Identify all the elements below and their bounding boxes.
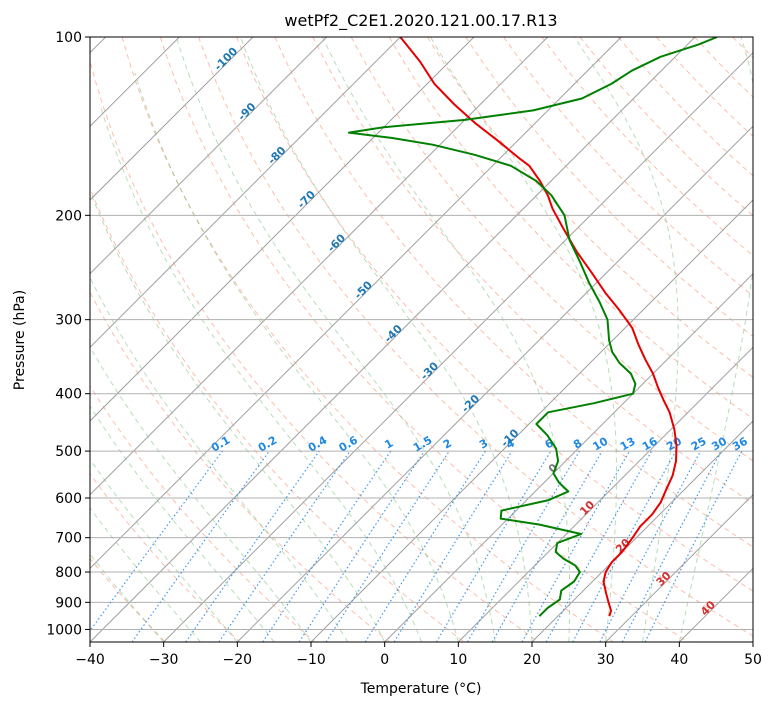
- y-tick-label: 500: [55, 444, 82, 460]
- isotherm-line: [384, 272, 753, 642]
- x-tick-label: −10: [296, 652, 326, 668]
- y-tick-label: 400: [55, 387, 82, 403]
- y-tick-label: 800: [55, 565, 82, 581]
- dry-adiabat-line: [121, 37, 614, 642]
- mixing-ratio-line: [572, 450, 677, 642]
- isotherm-line: [163, 51, 753, 642]
- y-tick-label: 600: [55, 491, 82, 507]
- moist-adiabat-line: [90, 458, 238, 642]
- mixing-ratio-line: [131, 450, 270, 642]
- dry-adiabat-line: [312, 37, 753, 505]
- isotherm-line: [90, 37, 254, 201]
- x-tick-label: 20: [523, 652, 541, 668]
- mixing-ratio-line: [521, 450, 631, 642]
- mixing-ratio-line: [90, 450, 223, 632]
- isotherm-line: [457, 346, 753, 642]
- dry-adiabat-line: [90, 59, 540, 642]
- isotherm-line: [236, 125, 753, 642]
- dry-adiabat-line: [274, 37, 753, 548]
- mixing-ratio-line: [185, 450, 320, 642]
- isotherm-line: [90, 37, 401, 349]
- y-tick-label: 300: [55, 313, 82, 329]
- x-tick-label: −40: [75, 652, 105, 668]
- mixing-ratio-line: [262, 450, 392, 642]
- x-axis-ticks: −40 −30 −20 −10 0 10 20 30 40 50: [75, 642, 762, 668]
- dry-adiabat-line: [236, 37, 753, 592]
- mixing-ratio-line: [393, 450, 513, 642]
- x-tick-label: 40: [670, 652, 688, 668]
- isotherm-line: [90, 37, 549, 496]
- plot-background: [90, 37, 753, 642]
- y-tick-label: 200: [55, 208, 82, 224]
- dewpoint-line: [347, 37, 718, 617]
- moist-adiabat-line: [90, 553, 165, 642]
- x-tick-label: 10: [449, 652, 467, 668]
- x-tick-label: 0: [380, 652, 389, 668]
- y-tick-label: 100: [55, 30, 82, 46]
- x-axis-title: Temperature (°C): [360, 681, 482, 697]
- mixing-ratio-line: [644, 450, 743, 642]
- mixing-ratio-line: [298, 450, 425, 642]
- x-tick-label: 30: [597, 652, 615, 668]
- moist-adiabat-line: [430, 37, 617, 642]
- dry-adiabat-line: [90, 186, 465, 642]
- y-tick-label: 700: [55, 531, 82, 547]
- dry-adiabat-line: [350, 37, 753, 462]
- x-tick-label: −20: [223, 652, 253, 668]
- y-axis-ticks: 100 200 300 400 500 600 700 800 900 1000: [46, 30, 90, 638]
- x-tick-label: 50: [744, 652, 762, 668]
- isotherm-line: [605, 493, 753, 642]
- isotherm-line: [310, 199, 753, 642]
- dry-adiabat-line: [90, 291, 390, 642]
- moist-adiabat-line: [90, 507, 201, 642]
- temperature-line: [399, 37, 678, 617]
- mixing-ratio-line: [545, 450, 653, 642]
- moist-adiabat-line: [239, 37, 533, 642]
- isotherm-line: [90, 37, 696, 642]
- dry-adiabat-line: [90, 384, 316, 642]
- dry-adiabat-line: [198, 37, 753, 637]
- background-lines: [90, 37, 775, 642]
- moist-adiabat-line: [175, 37, 496, 642]
- dry-adiabat-line: [90, 557, 166, 642]
- profile-series: [347, 37, 718, 617]
- mixing-ratio-line: [325, 450, 450, 642]
- x-tick-label: −30: [149, 652, 179, 668]
- y-axis-title: Pressure (hPa): [12, 290, 28, 390]
- isotherm-line: [752, 641, 753, 642]
- moist-adiabat-line: [90, 345, 312, 642]
- isotherm-line: [90, 37, 328, 275]
- isotherm-line: [531, 420, 753, 642]
- moist-adiabat-line: [574, 37, 679, 642]
- y-tick-label: 1000: [46, 622, 82, 638]
- dry-adiabat-line: [503, 37, 753, 297]
- moist-adiabat-line: [90, 276, 349, 642]
- dry-adiabat-line: [771, 37, 775, 642]
- y-tick-label: 900: [55, 595, 82, 611]
- chart-title: wetPf2_C2E1.2020.121.00.17.R13: [284, 11, 557, 31]
- moist-adiabat-line: [99, 104, 422, 642]
- isotherm-line: [90, 37, 622, 570]
- plot-frame: [89, 36, 754, 643]
- isotherm-line: [90, 37, 475, 422]
- mixing-ratio-line: [218, 450, 351, 642]
- dry-adiabat-line: [90, 472, 241, 642]
